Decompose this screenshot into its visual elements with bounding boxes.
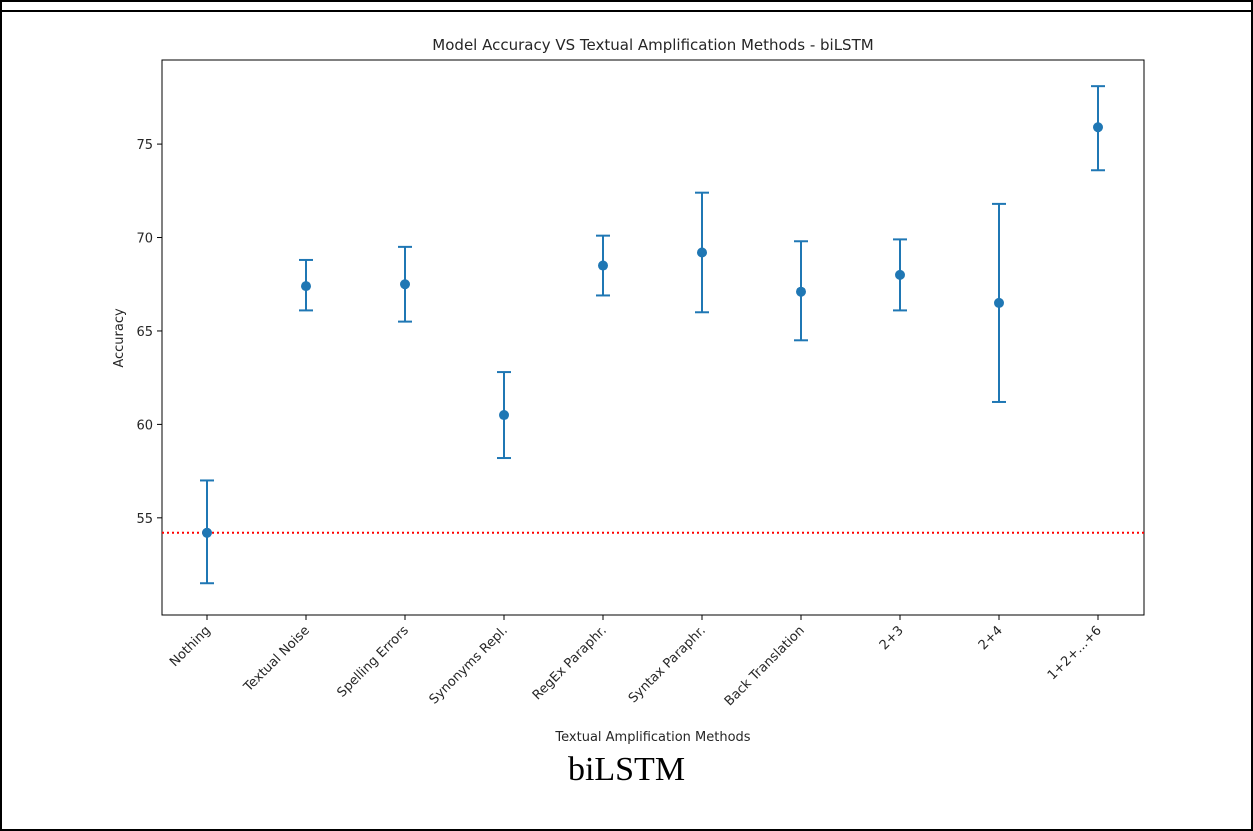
- x-axis: Nothing Textual Noise Spelling Errors Synon…: [167, 615, 1105, 709]
- x-tick-label: 2+4: [976, 623, 1006, 653]
- data-marks: [200, 85, 1105, 585]
- y-axis-label: Accuracy: [112, 308, 127, 368]
- data-point: [598, 260, 608, 271]
- x-axis-label: Textual Amplification Methods: [554, 730, 750, 745]
- x-tick-label: RegEx Paraphr.: [530, 623, 610, 703]
- y-tick-label: 75: [136, 138, 153, 153]
- x-tick-label: 1+2+...+6: [1045, 623, 1105, 683]
- data-point: [895, 269, 905, 280]
- data-point: [499, 410, 509, 421]
- y-tick-label: 65: [136, 325, 153, 340]
- x-tick-label: Nothing: [167, 623, 214, 670]
- y-tick-label: 70: [136, 232, 153, 247]
- data-point: [202, 527, 212, 538]
- x-tick-label: Synonyms Repl.: [427, 623, 511, 707]
- plot-area: [161, 59, 1145, 616]
- y-tick-label: 55: [136, 512, 153, 527]
- x-tick-label: Textual Noise: [240, 623, 312, 695]
- x-tick-label: Back Translation: [722, 623, 808, 709]
- data-point: [697, 247, 707, 258]
- data-point: [1093, 122, 1103, 133]
- data-point: [301, 281, 311, 292]
- x-tick-label: Syntax Paraphr.: [626, 623, 709, 706]
- top-rule: [0, 0, 1253, 12]
- y-axis: 55 60 65 70 75: [136, 138, 162, 527]
- x-tick-label: Spelling Errors: [334, 623, 412, 701]
- figure-caption: biLSTM: [567, 751, 686, 788]
- data-point: [994, 297, 1004, 308]
- data-point: [400, 279, 410, 290]
- x-tick-label: 2+3: [877, 623, 907, 653]
- y-tick-label: 60: [136, 418, 153, 433]
- data-point: [796, 286, 806, 297]
- chart-title: Model Accuracy VS Textual Amplification …: [432, 36, 873, 54]
